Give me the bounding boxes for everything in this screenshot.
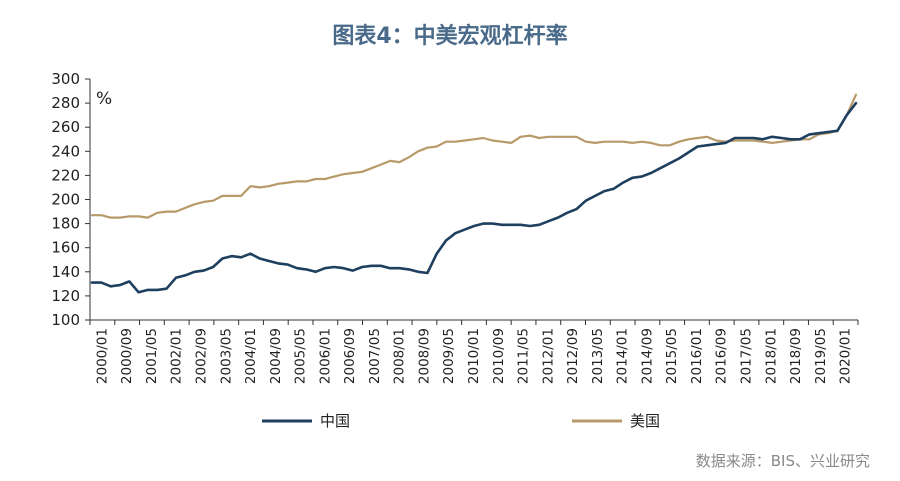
- x-tick-label: 2008/09: [416, 328, 432, 384]
- x-tick-label: 2009/05: [441, 328, 457, 384]
- y-tick-label: 160: [51, 239, 80, 257]
- x-tick-label: 2000/09: [119, 328, 135, 384]
- y-tick-label: 300: [51, 70, 80, 88]
- y-tick-label: 120: [51, 287, 80, 305]
- x-tick-label: 2002/09: [193, 328, 209, 384]
- chart-title: 图表4：中美宏观杠杆率: [332, 24, 568, 49]
- x-tick-label: 2019/05: [813, 328, 829, 384]
- x-tick-label: 2000/01: [94, 328, 110, 384]
- x-tick-label: 2008/01: [392, 328, 408, 384]
- x-tick-label: 2018/09: [788, 328, 804, 384]
- y-axis-ticks: 100 120 140 160 180 200 220 240 260 280 300: [51, 70, 90, 329]
- unit-label: %: [96, 89, 112, 109]
- source-note: 数据来源：BIS、兴业研究: [695, 452, 870, 470]
- x-tick-label: 2017/05: [739, 328, 755, 384]
- series-line-usa: [90, 93, 858, 219]
- y-tick-label: 100: [51, 311, 80, 329]
- x-tick-label: 2010/09: [491, 328, 507, 384]
- x-tick-label: 2007/05: [367, 328, 383, 384]
- y-tick-label: 200: [51, 191, 80, 209]
- x-tick-label: 2014/01: [615, 328, 631, 384]
- y-tick-label: 180: [51, 215, 80, 233]
- x-tick-label: 2006/09: [342, 328, 358, 384]
- series-line-china: [90, 101, 858, 294]
- y-tick-label: 280: [51, 94, 80, 112]
- series-lines: [90, 93, 858, 294]
- x-tick-label: 2018/01: [763, 328, 779, 384]
- x-tick-label: 2020/01: [838, 328, 854, 384]
- axes: [89, 79, 858, 321]
- x-tick-label: 2004/09: [268, 328, 284, 384]
- x-tick-label: 2010/01: [466, 328, 482, 384]
- x-tick-label: 2005/05: [293, 328, 309, 384]
- y-tick-label: 260: [51, 118, 80, 136]
- x-tick-label: 2001/05: [144, 328, 160, 384]
- legend-label-usa: 美国: [630, 412, 660, 430]
- legend: 中国 美国: [262, 412, 660, 430]
- x-axis-ticks: 2000/01 2000/09 2001/05 2002/01 2002/09 2003/…: [89, 320, 859, 384]
- y-tick-label: 220: [51, 166, 80, 184]
- x-tick-label: 2015/05: [664, 328, 680, 384]
- x-tick-label: 2006/01: [317, 328, 333, 384]
- x-tick-label: 2016/01: [689, 328, 705, 384]
- x-tick-label: 2012/01: [540, 328, 556, 384]
- x-tick-label: 2004/01: [243, 328, 259, 384]
- x-tick-label: 2003/05: [218, 328, 234, 384]
- x-tick-label: 2013/05: [590, 328, 606, 384]
- x-tick-label: 2014/09: [639, 328, 655, 384]
- y-tick-label: 240: [51, 142, 80, 160]
- y-tick-label: 140: [51, 263, 80, 281]
- x-tick-label: 2016/09: [714, 328, 730, 384]
- x-tick-label: 2011/05: [516, 328, 532, 384]
- legend-label-china: 中国: [320, 412, 350, 430]
- x-tick-label: 2002/01: [169, 328, 185, 384]
- x-tick-label: 2012/09: [565, 328, 581, 384]
